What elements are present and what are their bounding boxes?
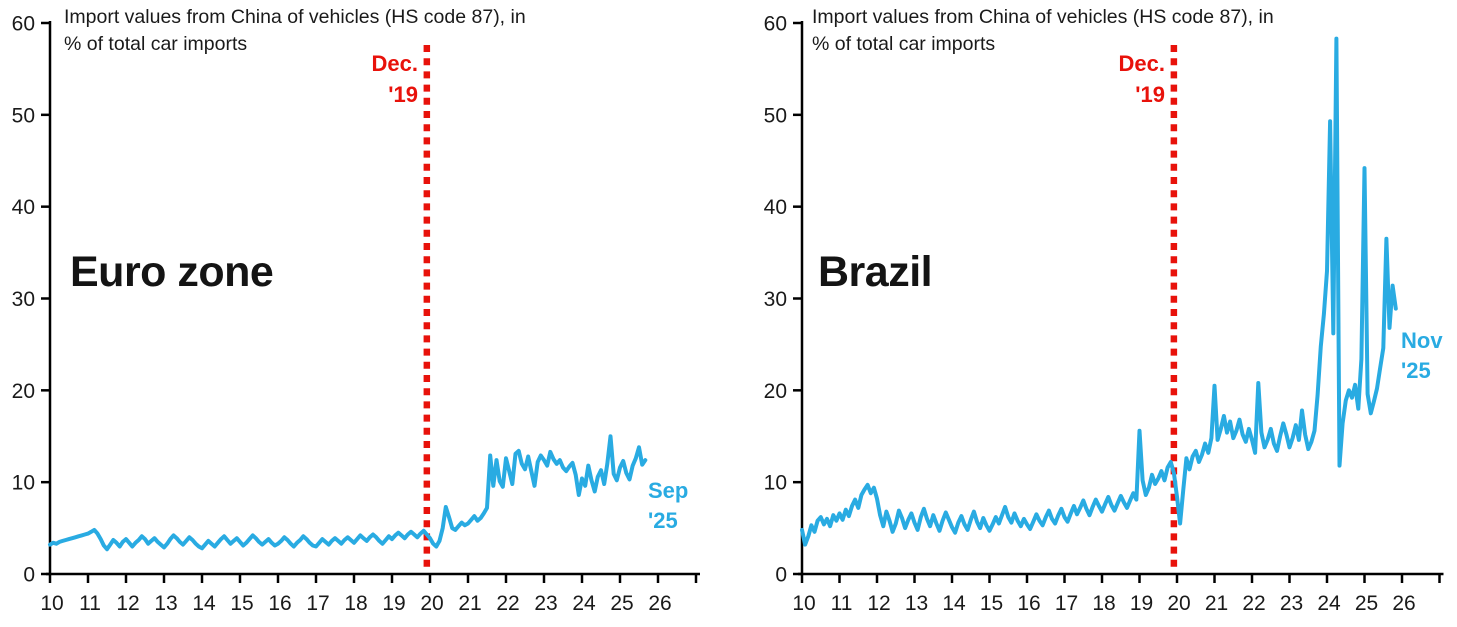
x-tick-label: 26 xyxy=(1392,592,1415,615)
x-tick-label: 19 xyxy=(382,592,405,615)
x-tick-label: 17 xyxy=(306,592,329,615)
y-tick-label: 20 xyxy=(764,380,787,403)
y-tick-label: 50 xyxy=(12,104,35,127)
x-tick-label: 12 xyxy=(116,592,139,615)
x-tick-label: 16 xyxy=(1017,592,1040,615)
chart-title-line2: % of total car imports xyxy=(64,33,248,55)
y-tick-label: 0 xyxy=(23,564,35,587)
end-annotation-line1: Sep xyxy=(648,478,689,503)
x-tick-label: 11 xyxy=(831,592,853,615)
x-tick-label: 15 xyxy=(230,592,253,615)
x-tick-label: 24 xyxy=(1317,592,1341,615)
event-annotation-line2: '19 xyxy=(388,82,418,107)
x-tick-label: 22 xyxy=(496,592,519,615)
x-tick-label: 18 xyxy=(1092,592,1115,615)
x-tick-label: 15 xyxy=(980,592,1003,615)
x-tick-label: 22 xyxy=(1242,592,1265,615)
event-annotation-dec19: Dec. '19 xyxy=(326,48,418,110)
x-tick-label: 10 xyxy=(40,592,63,615)
import-share-line xyxy=(48,434,648,552)
x-tick-label: 11 xyxy=(79,592,101,615)
x-tick-label: 17 xyxy=(1055,592,1078,615)
y-tick-label: 20 xyxy=(12,380,35,403)
x-tick-label: 12 xyxy=(867,592,890,615)
y-tick-label: 60 xyxy=(764,13,787,36)
event-annotation-line1: Dec. xyxy=(371,51,418,76)
y-tick-label: 10 xyxy=(764,472,787,495)
end-annotation-line1: Nov xyxy=(1401,328,1443,353)
x-tick-label: 19 xyxy=(1130,592,1153,615)
import-share-line xyxy=(800,36,1398,547)
x-tick-label: 13 xyxy=(154,592,177,615)
x-tick-label: 23 xyxy=(1280,592,1303,615)
x-tick-label: 16 xyxy=(268,592,291,615)
x-tick-label: 20 xyxy=(420,592,443,615)
chart-title-line2: % of total car imports xyxy=(812,33,996,55)
x-tick-label: 13 xyxy=(905,592,928,615)
chart-brazil: 0 10 20 30 40 50 60 10 11 12 13 14 15 16 17 18 19 20 21 22 2… xyxy=(742,0,1457,627)
end-point-annotation: Nov '25 xyxy=(1401,326,1443,386)
x-tick-label: 14 xyxy=(942,592,966,615)
y-tick-label: 10 xyxy=(12,472,35,495)
region-label-brazil: Brazil xyxy=(818,248,933,296)
x-tick-label: 26 xyxy=(648,592,671,615)
x-tick-label: 14 xyxy=(192,592,216,615)
end-annotation-line2: '25 xyxy=(1401,358,1431,383)
x-tick-label: 18 xyxy=(344,592,367,615)
y-tick-label: 60 xyxy=(12,13,35,36)
chart-title-line1: Import values from China of vehicles (HS… xyxy=(812,6,1274,28)
x-tick-label: 20 xyxy=(1167,592,1190,615)
y-tick-label: 40 xyxy=(12,196,35,219)
event-annotation-line2: '19 xyxy=(1135,82,1165,107)
y-tick-label: 30 xyxy=(12,288,35,311)
chart-title-line1: Import values from China of vehicles (HS… xyxy=(64,6,526,28)
y-tick-label: 40 xyxy=(764,196,787,219)
chart-title: Import values from China of vehicles (HS… xyxy=(64,4,526,58)
x-tick-label: 23 xyxy=(534,592,557,615)
y-tick-label: 30 xyxy=(764,288,787,311)
chart-euro-zone: 0 10 20 30 40 50 60 10 11 12 13 14 15 16 17 18 19 20 21 22 2… xyxy=(0,0,728,627)
end-annotation-line2: '25 xyxy=(648,508,678,533)
x-tick-label: 21 xyxy=(1205,592,1228,615)
event-annotation-dec19: Dec. '19 xyxy=(1073,48,1165,110)
x-tick-label: 21 xyxy=(458,592,481,615)
event-annotation-line1: Dec. xyxy=(1118,51,1165,76)
y-tick-label: 0 xyxy=(775,564,787,587)
x-tick-label: 25 xyxy=(610,592,633,615)
x-tick-label: 24 xyxy=(572,592,596,615)
x-tick-label: 10 xyxy=(792,592,815,615)
end-point-annotation: Sep '25 xyxy=(648,476,688,536)
region-label-euro-zone: Euro zone xyxy=(70,248,274,296)
x-tick-label: 25 xyxy=(1355,592,1378,615)
y-tick-label: 50 xyxy=(764,104,787,127)
chart-title: Import values from China of vehicles (HS… xyxy=(812,4,1274,58)
